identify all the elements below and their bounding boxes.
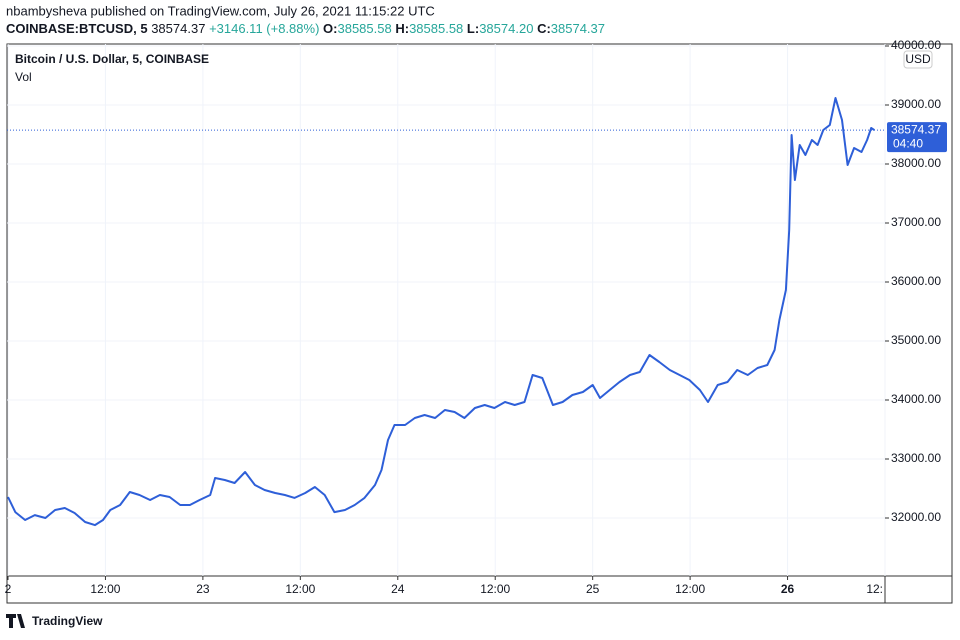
x-tick-label: 2 xyxy=(5,582,12,596)
x-tick-label: 24 xyxy=(391,582,405,596)
y-tick-label: 36000.00 xyxy=(891,274,941,288)
c: 38574.37 xyxy=(551,21,605,36)
plot xyxy=(7,97,875,527)
logo: TradingView xyxy=(6,614,103,628)
x-tick-label: 12: xyxy=(866,582,883,596)
y-tick-label: 39000.00 xyxy=(891,97,941,111)
y-tick-label: 33000.00 xyxy=(891,451,941,465)
l-label: L: xyxy=(467,21,479,36)
logo-mark xyxy=(6,614,25,628)
x-tick-label: 12:00 xyxy=(675,582,705,596)
currency: USD xyxy=(905,52,931,66)
vol-label: Vol xyxy=(15,70,32,84)
grid xyxy=(7,44,886,576)
y-tick-label: 38000.00 xyxy=(891,156,941,170)
x-tick-label: 12:00 xyxy=(480,582,510,596)
countdown: 04:40 xyxy=(893,136,923,150)
symbol: COINBASE:BTCUSD, 5 xyxy=(6,21,148,36)
chart-title: Bitcoin / U.S. Dollar, 5, COINBASE xyxy=(15,52,209,66)
x-tick-label: 26 xyxy=(781,582,795,596)
o-label: O: xyxy=(323,21,337,36)
x-tick-label: 25 xyxy=(586,582,600,596)
last-price-tag xyxy=(887,122,947,153)
c-label: C: xyxy=(537,21,551,36)
x-tick-label: 12:00 xyxy=(90,582,120,596)
x-tick-label: 12:00 xyxy=(285,582,315,596)
y-tick-label: 35000.00 xyxy=(891,333,941,347)
currency-box xyxy=(903,50,933,69)
y-tick-label: 37000.00 xyxy=(891,215,941,229)
last-price-label: 38574.37 xyxy=(891,122,941,136)
h: 38585.58 xyxy=(409,21,463,36)
y-tick-label: 40000.00 xyxy=(891,38,941,52)
price-line xyxy=(7,97,875,527)
x-tick-label: 23 xyxy=(196,582,210,596)
y-tick-label: 34000.00 xyxy=(891,392,941,406)
y-tick-label: 32000.00 xyxy=(891,510,941,524)
logo-text: TradingView xyxy=(32,614,103,628)
change: +3146.11 (+8.88%) xyxy=(209,21,319,36)
byline: nbambysheva published on TradingView.com… xyxy=(6,3,435,18)
l: 38574.20 xyxy=(479,21,533,36)
last: 38574.37 xyxy=(151,21,205,36)
quote-line: COINBASE:BTCUSD, 5 38574.37 +3146.11 (+8… xyxy=(6,21,605,36)
o: 38585.58 xyxy=(337,21,391,36)
h-label: H: xyxy=(395,21,409,36)
frame xyxy=(6,43,953,604)
